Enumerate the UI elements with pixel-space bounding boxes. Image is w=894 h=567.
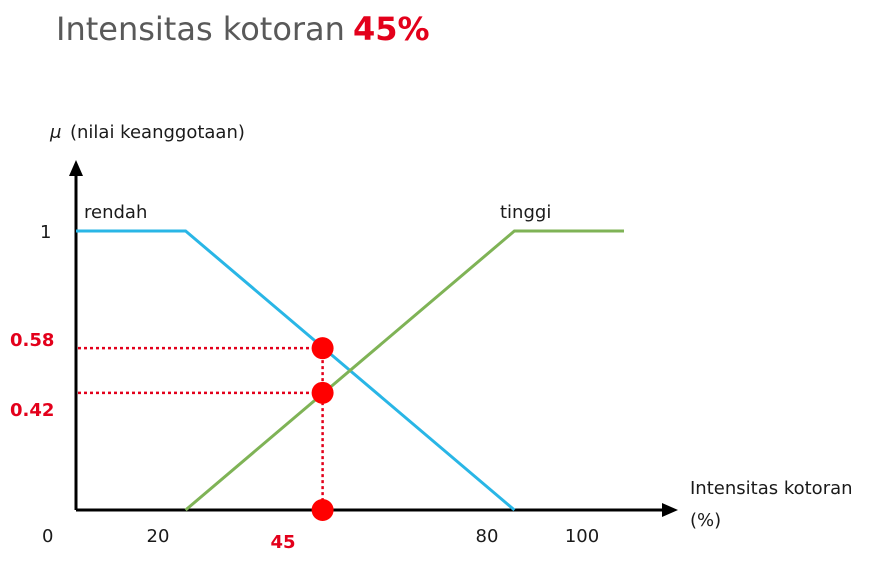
x-tick-100: 100 — [565, 526, 599, 547]
x-tick-20: 20 — [147, 526, 170, 547]
marker-x-axis — [311, 499, 334, 521]
series-line-rendah — [76, 229, 516, 512]
x-axis-label-line2: (%) — [690, 510, 721, 531]
title-text: Intensitas kotoran — [56, 10, 345, 48]
x-label-45: 45 — [270, 532, 295, 553]
marker-042 — [311, 381, 334, 404]
series-line-tinggi — [184, 229, 624, 512]
marker-058 — [311, 337, 334, 360]
y-label-042: 0.42 — [10, 400, 54, 421]
title-value: 45% — [352, 10, 430, 48]
y-tick-1: 1 — [40, 222, 51, 243]
chart-title: Intensitas kotoran 45% — [56, 10, 430, 48]
y-axis-label: (nilai keanggotaan) — [70, 122, 245, 143]
x-axis-label-line1: Intensitas kotoran — [690, 478, 853, 499]
series-label-rendah: rendah — [84, 202, 147, 223]
y-axis-symbol: μ — [49, 122, 61, 143]
x-tick-0: 0 — [42, 526, 53, 547]
y-label-058: 0.58 — [10, 330, 54, 351]
y-axis-arrow — [69, 160, 83, 176]
x-tick-80: 80 — [476, 526, 499, 547]
x-axis-arrow — [662, 503, 678, 517]
series-label-tinggi: tinggi — [500, 202, 551, 223]
